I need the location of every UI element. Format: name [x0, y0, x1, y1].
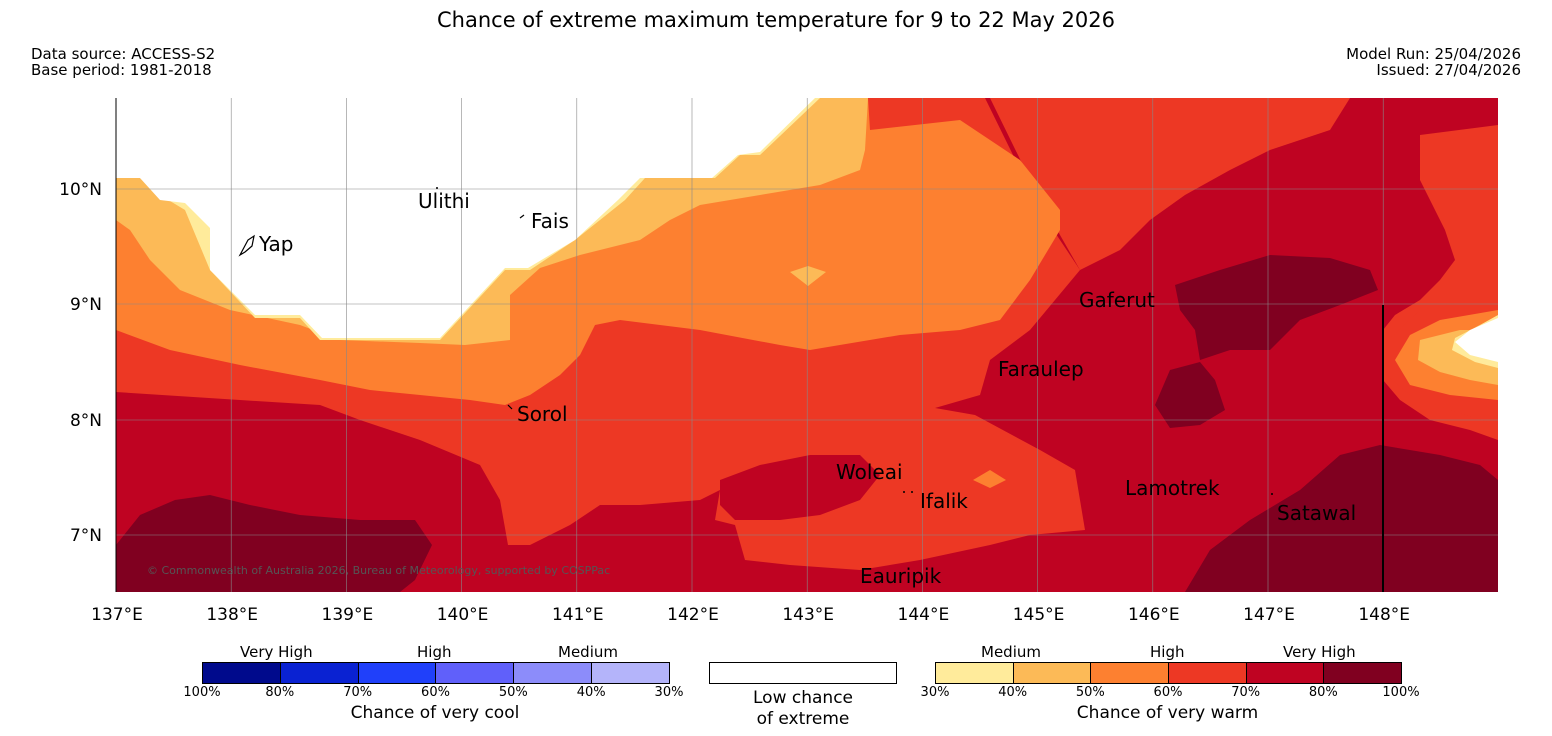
lon-tick-label: 143°E: [782, 605, 834, 625]
label-satawal: Satawal: [1277, 501, 1356, 525]
lon-tick-label: 137°E: [91, 605, 143, 625]
warm-high-head: High: [1150, 643, 1185, 661]
label-lamotrek: Lamotrek: [1125, 476, 1220, 500]
low-chance-swatch: [709, 662, 897, 684]
lon-tick-label: 147°E: [1243, 605, 1295, 625]
colorbar-swatch: [358, 663, 437, 683]
yap-island-shape: [238, 234, 255, 257]
cool-high-head: High: [417, 643, 452, 661]
colorbar-swatch: [1091, 663, 1170, 683]
lat-tick-label: 9°N: [70, 295, 102, 315]
colorbar-percent-label: 100%: [1382, 685, 1420, 700]
colorbar-swatch: [1169, 663, 1247, 683]
graticule: [115, 98, 1498, 592]
contour-80-100-east: [1185, 445, 1498, 592]
colorbar-percent-label: 50%: [1075, 685, 1105, 700]
cool-very-high-head: Very High: [240, 643, 313, 661]
label-faraulep: Faraulep: [998, 357, 1084, 381]
lat-tick-label: 7°N: [70, 526, 102, 546]
lon-tick-label: 139°E: [322, 605, 374, 625]
colorbar-percent-label: 40%: [998, 685, 1028, 700]
warm-caption: Chance of very warm: [1076, 703, 1259, 723]
label-woleai: Woleai: [836, 460, 903, 484]
colorbar-swatch: [1013, 663, 1092, 683]
colorbar-swatch: [936, 663, 1014, 683]
warm-very-high-head: Very High: [1283, 643, 1356, 661]
lon-tick-label: 141°E: [552, 605, 604, 625]
fais-island-shape: [519, 214, 525, 219]
map-title: Chance of extreme maximum temperature fo…: [437, 8, 1115, 32]
low-chance-line1: Low chance: [753, 688, 853, 708]
colorbar-swatch: [203, 663, 281, 683]
lon-tick-label: 144°E: [898, 605, 950, 625]
issued-date: Issued: 27/04/2026: [1376, 61, 1521, 79]
warm-medium-head: Medium: [981, 643, 1041, 661]
data-source: Data source: ACCESS-S2: [31, 45, 216, 63]
colorbar-swatch: [592, 663, 669, 683]
lon-tick-label: 148°E: [1358, 605, 1410, 625]
lon-tick-label: 142°E: [667, 605, 719, 625]
ifalik-island-shape-1: [903, 491, 905, 493]
label-fais: Fais: [531, 209, 569, 233]
colorbar-percent-label: 30%: [654, 685, 684, 700]
colorbar-percent-label: 100%: [183, 685, 221, 700]
label-eauripik: Eauripik: [860, 564, 942, 588]
lat-tick-label: 10°N: [59, 180, 102, 200]
base-period: Base period: 1981-2018: [31, 61, 212, 79]
contour-80-100-mid: [1155, 362, 1225, 428]
sorol-island-shape: [507, 404, 513, 410]
colorbar-swatch: [436, 663, 515, 683]
colorbar-percent-label: 60%: [421, 685, 450, 700]
label-yap: Yap: [258, 232, 293, 256]
contour-80-100-south: [116, 495, 432, 592]
warm-colorbar: [935, 662, 1402, 684]
contour-spot-ifalik: [973, 470, 1006, 488]
contour-40-50-spot: [790, 266, 826, 286]
cool-colorbar: [202, 662, 670, 684]
cool-medium-head: Medium: [558, 643, 618, 661]
ulithi-island-shape: [436, 187, 438, 189]
label-ifalik: Ifalik: [920, 489, 968, 513]
colorbar-swatch: [1246, 663, 1325, 683]
label-sorol: Sorol: [517, 402, 568, 426]
ifalik-island-shape-2: [911, 491, 913, 493]
colorbar-percent-label: 70%: [1231, 685, 1261, 700]
copyright-notice: © Commonwealth of Australia 2026, Bureau…: [147, 564, 610, 577]
cool-caption: Chance of very cool: [350, 703, 520, 723]
lat-tick-label: 8°N: [70, 411, 102, 431]
contour-woleai-pocket: [720, 455, 880, 520]
contour-80-100-north: [1175, 255, 1378, 360]
lon-tick-label: 140°E: [437, 605, 489, 625]
colorbar-percent-label: 30%: [920, 685, 950, 700]
lon-tick-label: 138°E: [206, 605, 258, 625]
colorbar-swatch: [1324, 663, 1402, 683]
colorbar-percent-label: 80%: [265, 685, 295, 700]
colorbar-percent-label: 60%: [1153, 685, 1183, 700]
satawal-island-shape: [1271, 493, 1273, 495]
low-chance-east: [1455, 318, 1498, 362]
label-gaferut: Gaferut: [1079, 288, 1155, 312]
colorbar-percent-label: 70%: [343, 685, 373, 700]
lon-tick-label: 145°E: [1013, 605, 1065, 625]
colorbar-percent-label: 80%: [1308, 685, 1338, 700]
low-chance-area: [116, 98, 815, 338]
label-ulithi: Ulithi: [418, 189, 470, 213]
colorbar-percent-label: 40%: [576, 685, 606, 700]
model-run: Model Run: 25/04/2026: [1346, 45, 1521, 63]
colorbar-swatch: [514, 663, 593, 683]
low-chance-line2: of extreme: [756, 709, 850, 729]
colorbar-percent-label: 50%: [498, 685, 528, 700]
colorbar-swatch: [280, 663, 359, 683]
lon-tick-label: 146°E: [1128, 605, 1180, 625]
